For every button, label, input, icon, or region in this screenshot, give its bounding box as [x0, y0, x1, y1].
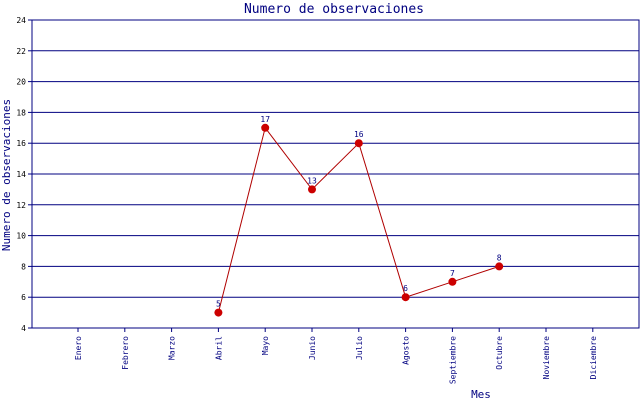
x-tick-label: Mayo	[261, 336, 270, 355]
x-tick-label: Abril	[214, 336, 223, 360]
y-tick-label: 16	[16, 139, 26, 148]
y-tick-label: 4	[21, 324, 26, 333]
x-tick-label: Septiembre	[448, 336, 457, 384]
y-tick-label: 22	[16, 47, 26, 56]
x-tick-label: Noviembre	[542, 336, 551, 380]
y-tick-label: 10	[16, 232, 26, 241]
data-label: 16	[354, 130, 364, 139]
y-axis-ticks: 4 6 8 10 12 14 16 18 20 22 24	[16, 16, 32, 333]
data-point	[214, 308, 223, 317]
y-tick-label: 8	[21, 262, 26, 271]
data-point	[401, 293, 410, 302]
x-tick-label: Marzo	[168, 336, 177, 360]
y-tick-label: 24	[16, 16, 26, 25]
x-axis-label: Mes	[471, 388, 491, 400]
series-line	[217, 126, 500, 313]
series-observaciones: 5 17 13 16 6 7 8	[214, 115, 504, 317]
y-tick-label: 12	[16, 201, 26, 210]
data-point	[448, 277, 457, 286]
x-tick-label: Junio	[308, 336, 317, 360]
y-tick-label: 6	[21, 293, 26, 302]
data-label: 8	[497, 253, 502, 262]
x-tick-label: Julio	[355, 336, 364, 360]
y-tick-label: 18	[16, 108, 26, 117]
data-label: 5	[216, 300, 221, 309]
data-point	[495, 262, 504, 271]
x-tick-label: Enero	[74, 336, 83, 360]
chart-title: Numero de observaciones	[244, 2, 424, 17]
data-label: 7	[450, 269, 455, 278]
y-axis-label: Numero de observaciones	[0, 99, 13, 251]
x-tick-label: Diciembre	[589, 336, 598, 380]
x-tick-label: Febrero	[121, 336, 130, 370]
data-label: 17	[260, 115, 270, 124]
data-label: 6	[403, 284, 408, 293]
grid-lines	[32, 19, 639, 329]
data-point	[261, 123, 270, 132]
x-axis-ticks: Enero Febrero Marzo Abril Mayo Junio Julio Agos…	[74, 328, 598, 384]
data-point	[354, 139, 363, 148]
y-tick-label: 20	[16, 78, 26, 87]
y-tick-label: 14	[16, 170, 26, 179]
data-point	[308, 185, 316, 194]
x-tick-label: Octubre	[495, 336, 504, 370]
x-tick-label: Agosto	[402, 336, 411, 365]
data-label: 13	[307, 176, 317, 185]
